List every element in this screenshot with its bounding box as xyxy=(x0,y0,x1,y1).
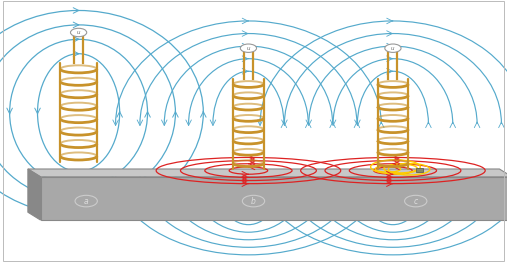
Polygon shape xyxy=(41,177,507,220)
Circle shape xyxy=(385,44,401,52)
Polygon shape xyxy=(28,169,41,220)
Bar xyxy=(416,168,423,172)
Text: a: a xyxy=(84,196,89,206)
Text: c: c xyxy=(414,196,418,206)
Text: b: b xyxy=(251,196,256,206)
Circle shape xyxy=(240,44,257,52)
Polygon shape xyxy=(28,169,507,177)
Text: u: u xyxy=(77,30,80,35)
Circle shape xyxy=(70,28,87,37)
Text: u: u xyxy=(247,46,250,51)
Text: u: u xyxy=(391,46,394,51)
